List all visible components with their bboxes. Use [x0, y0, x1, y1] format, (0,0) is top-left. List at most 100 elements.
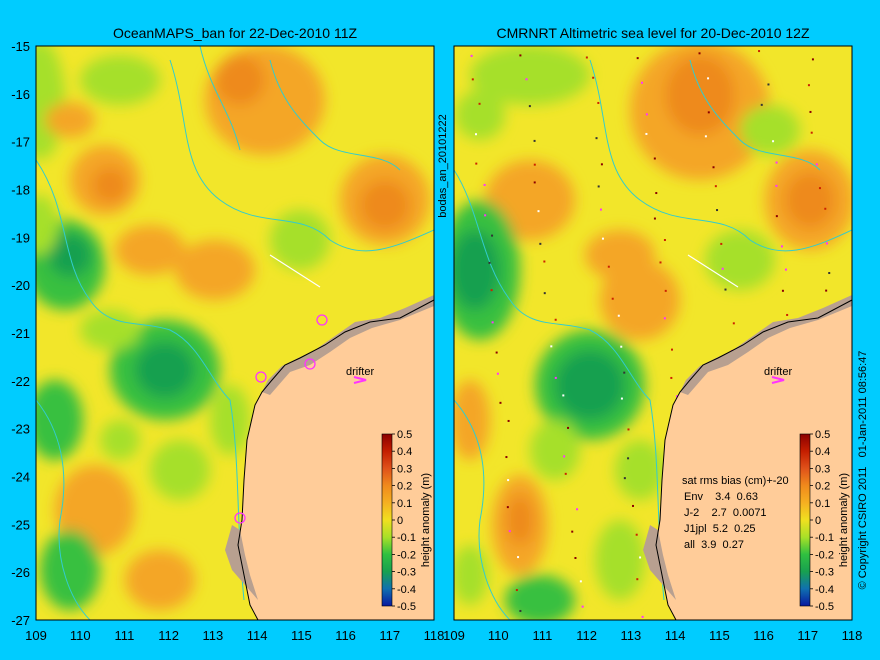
left-colorbar-tick-6: -0.1 — [397, 532, 416, 544]
sat-dot-78 — [670, 376, 673, 379]
sat-dot-75 — [664, 289, 667, 292]
y-tick-12: -27 — [11, 613, 30, 628]
sat-dot-56 — [623, 371, 626, 374]
sat-dot-26 — [533, 163, 536, 166]
sat-dot-45 — [592, 76, 595, 79]
right-map-coastline — [655, 299, 852, 620]
sat-dot-53 — [611, 297, 614, 300]
right-x-tick-6: 115 — [709, 628, 730, 643]
sat-dot-96 — [721, 267, 724, 270]
sat-dot-42 — [579, 580, 582, 583]
y-tick-10: -25 — [11, 517, 30, 532]
left-map-isobaths — [36, 46, 434, 620]
stats-row-j2: J-2 2.7 0.0071 — [684, 507, 767, 519]
copyright-label: © Copyright CSIRO 2011 01-Jan-2011 08:56… — [857, 351, 869, 590]
sat-dot-35 — [562, 394, 565, 397]
sat-dot-76 — [663, 317, 666, 320]
sat-dot-112 — [760, 103, 763, 106]
left-drifter-arrow — [353, 376, 367, 384]
left-x-tick-7: 116 — [335, 628, 356, 643]
sat-dot-79 — [676, 395, 679, 398]
sat-dot-47 — [595, 137, 598, 140]
sat-dot-95 — [720, 242, 723, 245]
right-map-isobaths — [454, 59, 852, 620]
sat-dot-49 — [597, 185, 600, 188]
sat-dot-38 — [564, 472, 567, 475]
sat-dot-67 — [641, 81, 644, 84]
sat-dot-50 — [599, 208, 602, 211]
sat-dot-12 — [496, 372, 499, 375]
right-colorbar-tick-2: 0.3 — [815, 463, 830, 475]
left-colorbar-tick-8: -0.3 — [397, 567, 416, 579]
left-colorbar-tick-7: -0.2 — [397, 549, 416, 561]
right-colorbar-ticks: 0.5 0.4 0.3 0.2 0.1 0 -0.1 -0.2 -0.3 -0.4 -0.5 — [810, 429, 834, 613]
left-colorbar-tick-4: 0.1 — [397, 498, 412, 510]
y-tick-6: -21 — [11, 326, 30, 341]
sat-dot-120 — [786, 313, 789, 316]
left-colorbar-ticks: 0.5 0.4 0.3 0.2 0.1 0 -0.1 -0.2 -0.3 -0.4 -0.5 — [392, 429, 416, 613]
sat-dot-135 — [810, 131, 813, 134]
sat-dot-98 — [732, 322, 735, 325]
left-x-tick-4: 113 — [203, 628, 224, 643]
y-tick-11: -26 — [11, 565, 30, 580]
sat-dot-51 — [601, 237, 604, 240]
y-tick-7: -22 — [11, 374, 30, 389]
sat-dot-46 — [597, 101, 600, 104]
sat-dot-7 — [491, 234, 494, 237]
sat-dot-15 — [505, 456, 508, 459]
sat-dot-66 — [636, 57, 639, 60]
right-x-tick-4: 113 — [621, 628, 642, 643]
left-colorbar-tick-0: 0.5 — [397, 429, 412, 441]
sat-dot-3 — [474, 133, 477, 136]
left-map-marker-2 — [304, 358, 316, 370]
left-map-anomaly-field — [36, 46, 430, 610]
sat-dot-62 — [635, 533, 638, 536]
sat-dot-116 — [775, 215, 778, 218]
right-colorbar-ramp — [799, 433, 811, 607]
sat-dot-23 — [525, 78, 528, 81]
stats-row-j1jpl: J1jpl 5.2 0.25 — [684, 523, 756, 535]
left-map-marker-1 — [316, 314, 328, 326]
left-x-tick-6: 115 — [291, 628, 312, 643]
sat-dot-89 — [707, 77, 710, 80]
sat-dot-39 — [576, 508, 579, 511]
right-colorbar-tick-10: -0.5 — [815, 601, 834, 613]
sat-dot-44 — [585, 56, 588, 59]
right-x-tick-2: 111 — [533, 628, 553, 643]
left-colorbar-label: height anomaly (m) — [420, 473, 432, 567]
sat-dot-4 — [475, 162, 478, 165]
right-x-tick-1: 110 — [488, 628, 509, 643]
left-colorbar-tick-10: -0.5 — [397, 601, 416, 613]
sat-dot-25 — [533, 139, 536, 142]
sat-dot-21 — [519, 609, 522, 612]
sat-dot-72 — [653, 217, 656, 220]
satellite-stats: sat rms bias (cm)+-20 Env 3.4 0.63 J-2 2… — [682, 475, 789, 551]
right-x-tick-8: 117 — [797, 628, 818, 643]
sat-dot-31 — [543, 292, 546, 295]
sat-dot-43 — [581, 605, 584, 608]
left-colorbar-ramp — [381, 433, 393, 607]
left-drifter-label: drifter — [346, 366, 374, 378]
right-colorbar-tick-7: -0.2 — [815, 549, 834, 561]
y-tick-9: -24 — [11, 470, 30, 485]
sat-dot-14 — [507, 419, 510, 422]
sat-dot-110 — [758, 50, 761, 53]
sat-dot-111 — [767, 83, 770, 86]
sat-dot-94 — [716, 209, 719, 212]
sat-dot-97 — [724, 288, 727, 291]
right-x-tick-0: 109 — [443, 628, 465, 643]
left-map-panel — [36, 46, 434, 620]
sat-dot-29 — [539, 242, 542, 245]
y-tick-2: -17 — [11, 135, 30, 150]
sat-dot-132 — [811, 58, 814, 61]
sat-dot-13 — [499, 401, 502, 404]
sat-dot-138 — [824, 207, 827, 210]
sat-dot-36 — [567, 426, 570, 429]
right-colorbar-tick-3: 0.2 — [815, 481, 830, 493]
left-map-frame — [35, 45, 435, 621]
sat-dot-22 — [519, 54, 522, 57]
sat-dot-2 — [478, 102, 481, 105]
right-colorbar-tick-1: 0.4 — [815, 446, 830, 458]
sat-dot-34 — [554, 376, 557, 379]
